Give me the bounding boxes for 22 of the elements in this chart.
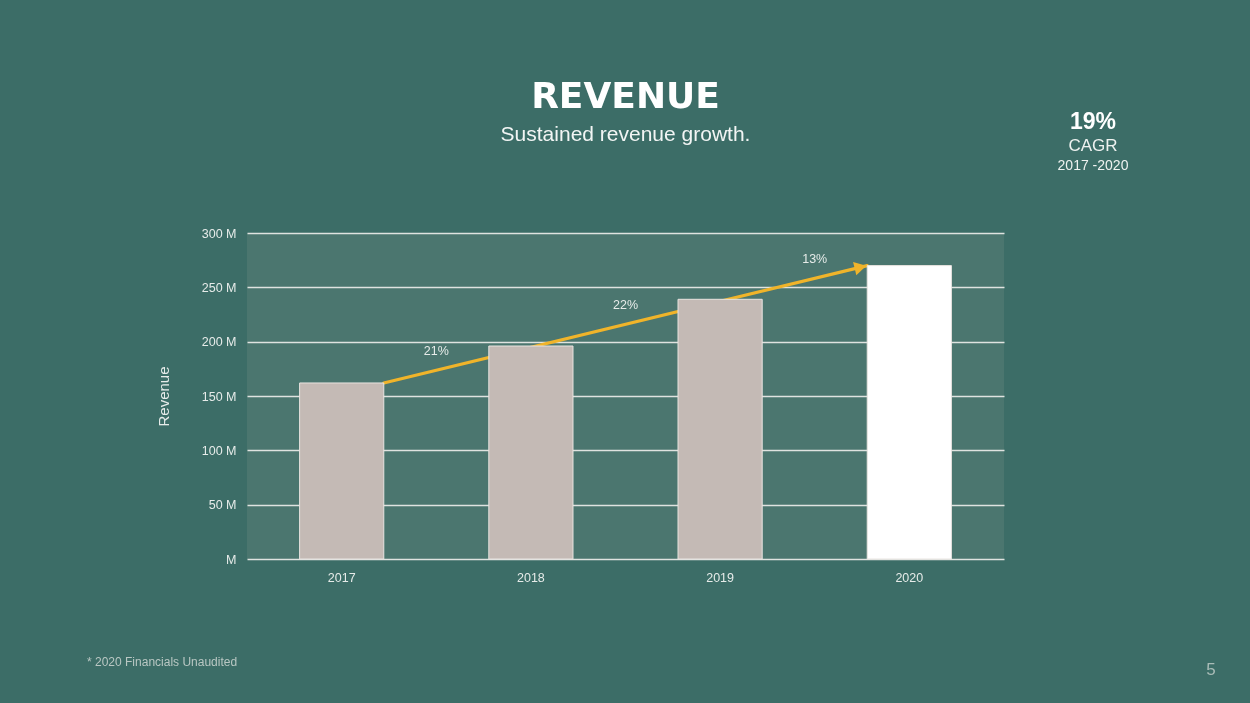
x-tick-label: 2018 (516, 570, 545, 585)
chart-subtitle: Sustained revenue growth. (500, 121, 751, 145)
x-tick-label: 2019 (706, 570, 735, 585)
y-tick-label: 150 M (201, 389, 237, 404)
y-tick-label: 100 M (201, 443, 237, 458)
chart-title: REVENUE (531, 74, 720, 116)
y-axis-title: Revenue (154, 366, 172, 427)
x-tick-label: 2017 (327, 570, 356, 585)
annotation: 21% (423, 344, 449, 359)
text: 2017 -2020 (1057, 157, 1129, 173)
y-tick-label: 250 M (201, 280, 237, 295)
annotation: 13% (802, 252, 828, 267)
y-tick-label: 200 M (201, 335, 237, 350)
text: 5 (1206, 660, 1216, 679)
y-tick-label: 50 M (208, 498, 237, 513)
text: 19% (1069, 108, 1117, 134)
y-tick-label: 300 M (201, 226, 237, 241)
y-tick-label: M (226, 552, 237, 567)
x-tick-label: 2020 (895, 570, 924, 585)
text: * 2020 Financials Unaudited (87, 655, 238, 669)
annotation: 22% (612, 298, 639, 313)
text: CAGR (1068, 136, 1118, 155)
